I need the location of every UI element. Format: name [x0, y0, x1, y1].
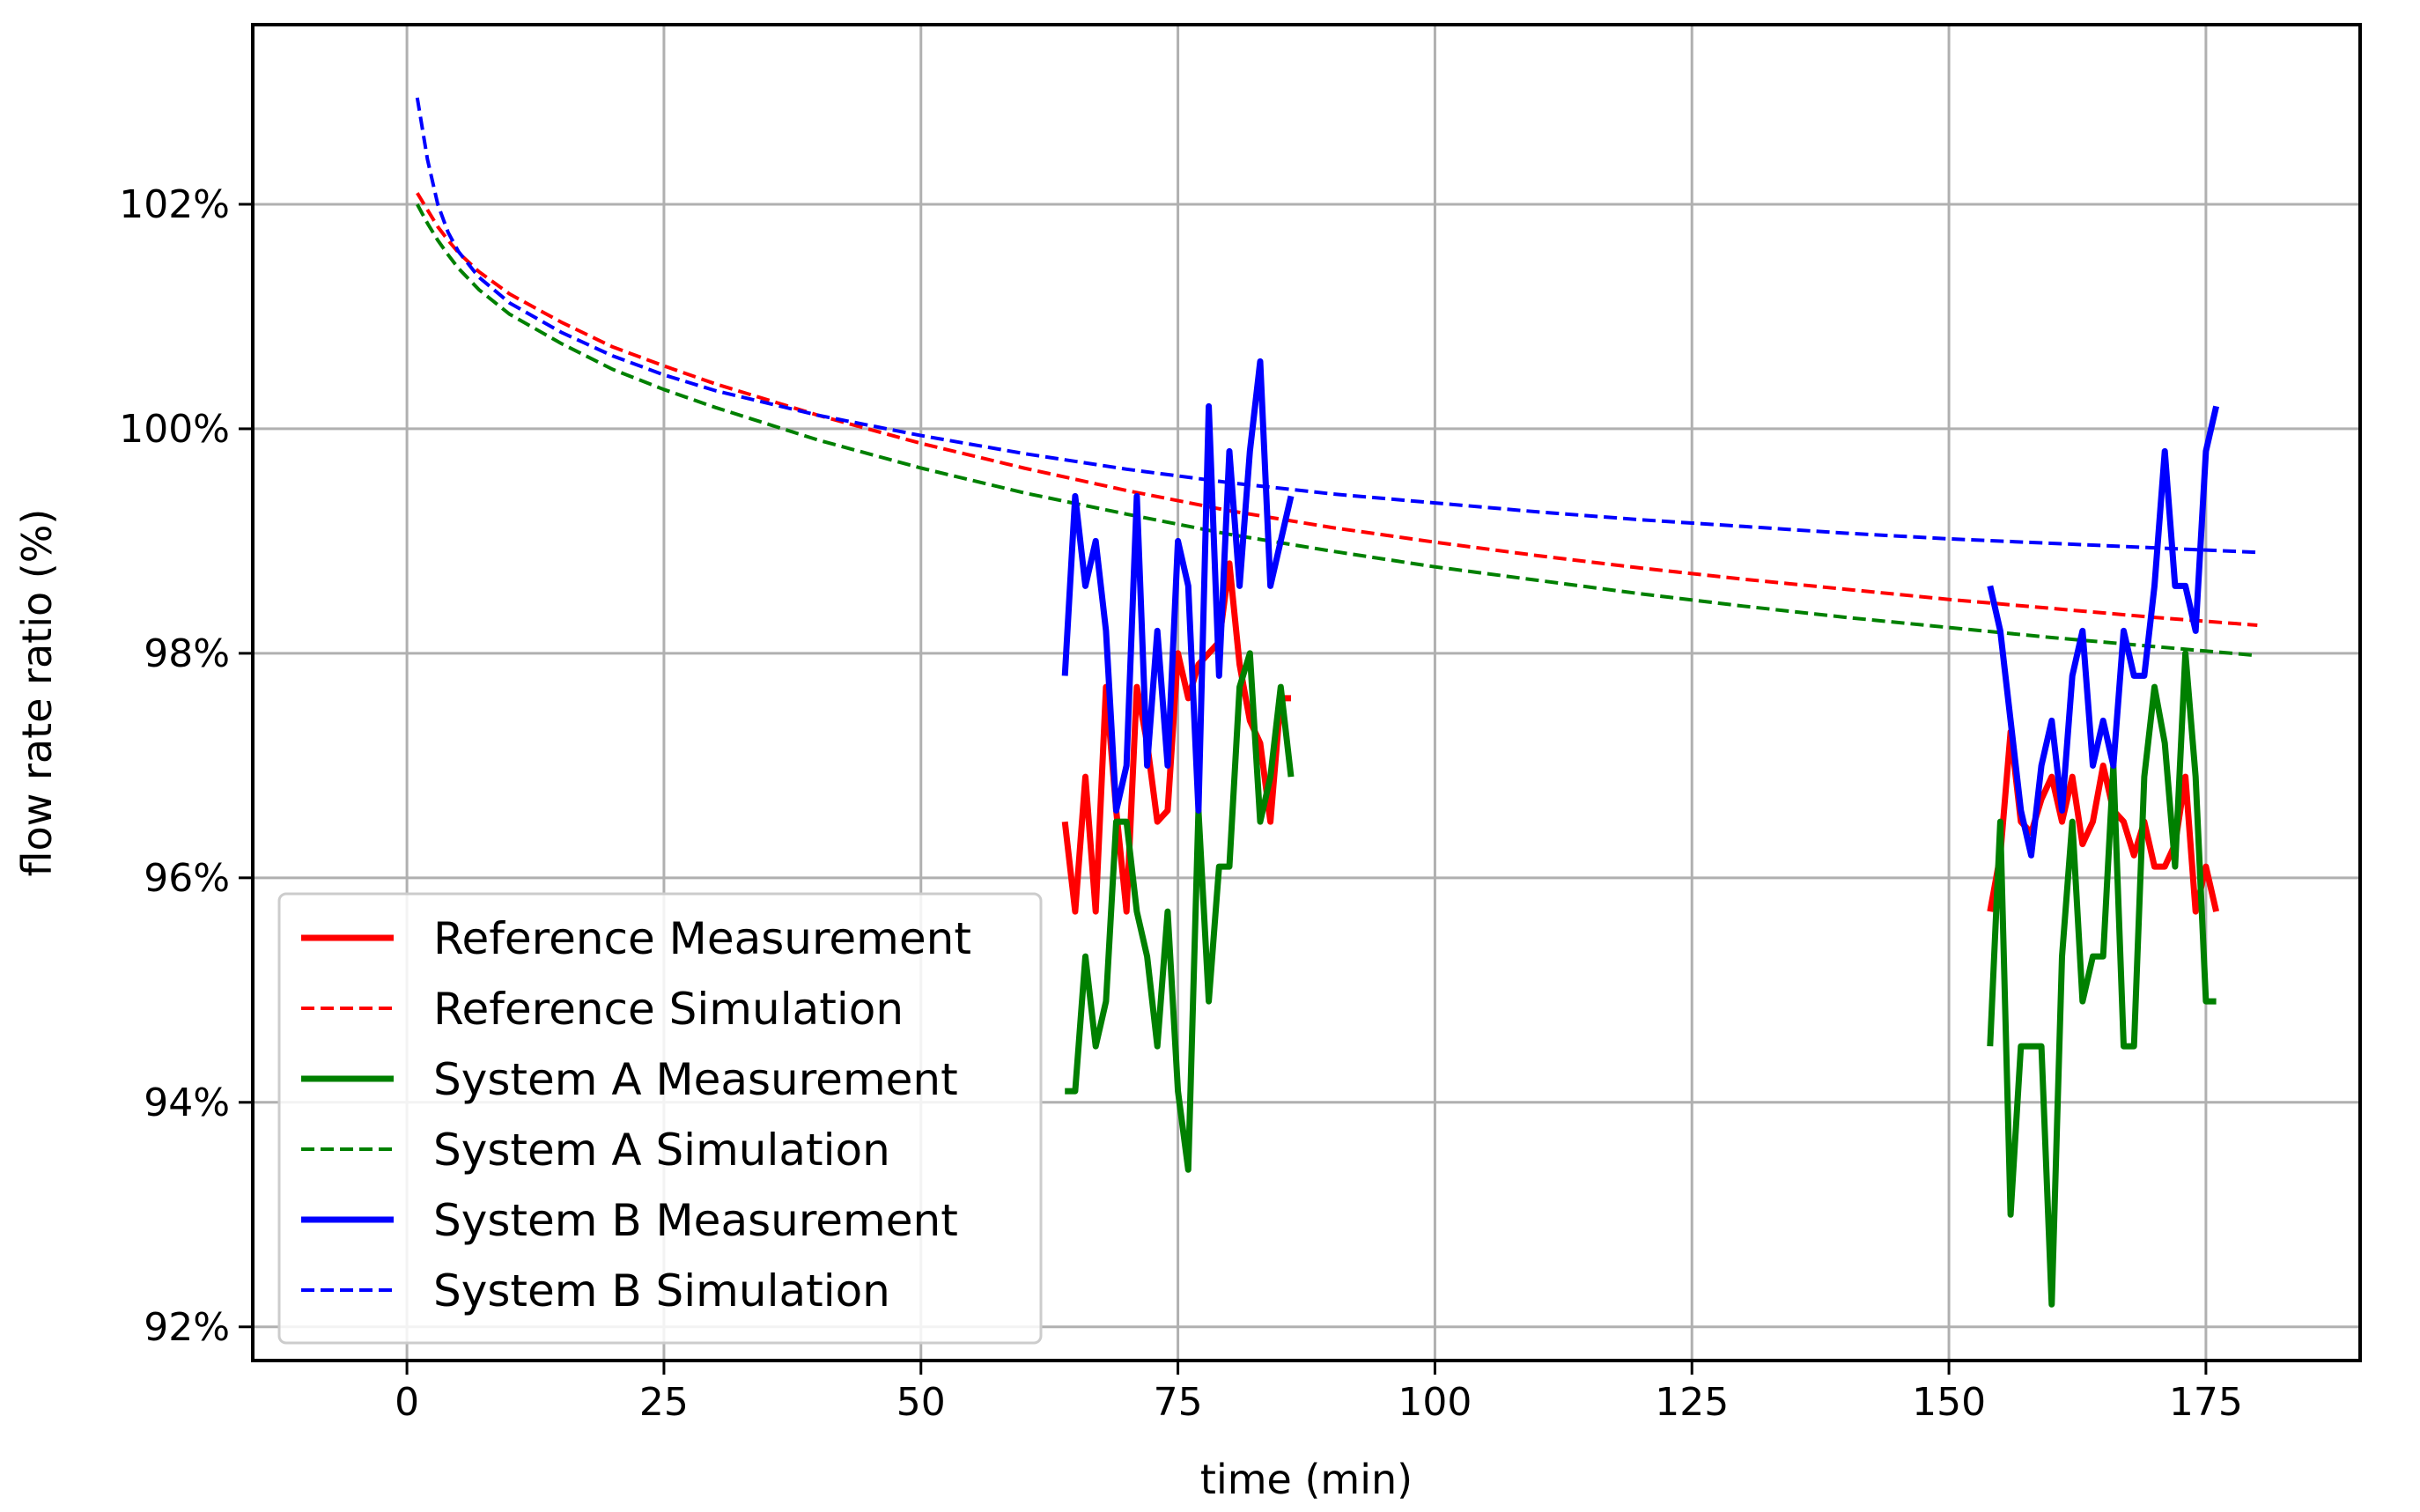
series-line-system-a-measurement	[1065, 650, 1295, 1173]
y-axis-label: flow rate ratio (%)	[13, 509, 61, 877]
series-system-b-simulation	[415, 97, 2258, 555]
x-tick-label: 0	[395, 1380, 419, 1425]
x-tick-label: 25	[639, 1380, 689, 1425]
series-system-b-measurement	[1061, 358, 2220, 859]
legend-label-system-a-measurement: System A Measurement	[433, 1054, 958, 1105]
legend-label-system-a-simulation: System A Simulation	[433, 1125, 890, 1176]
y-tick-label: 96%	[144, 856, 230, 901]
y-tick-label: 98%	[144, 631, 230, 676]
series-reference-simulation	[416, 192, 2258, 627]
legend: Reference Measurement Reference Simulatio…	[277, 892, 1043, 1345]
axis-ticks: 0 25 50 75 100 125 150 175 92% 94% 96% 98% 100% 102%	[119, 182, 2243, 1425]
x-tick-label: 150	[1912, 1380, 1986, 1425]
series-line-system-a-simulation	[416, 203, 2258, 658]
x-axis-label: time (min)	[1200, 1456, 1413, 1503]
legend-label-reference-simulation: Reference Simulation	[433, 984, 904, 1035]
series-system-a-measurement	[1065, 650, 2217, 1308]
data-series	[415, 97, 2258, 1308]
x-tick-label: 75	[1154, 1380, 1203, 1425]
x-tick-label: 175	[2169, 1380, 2243, 1425]
series-line-system-b-measurement	[1987, 405, 2220, 859]
y-tick-label: 100%	[119, 407, 230, 452]
series-line-system-a-measurement	[1987, 650, 2217, 1308]
series-line-reference-simulation	[416, 192, 2258, 627]
x-tick-label: 50	[896, 1380, 946, 1425]
x-tick-label: 125	[1655, 1380, 1729, 1425]
legend-label-system-b-measurement: System B Measurement	[433, 1195, 958, 1246]
y-tick-label: 94%	[144, 1081, 230, 1125]
series-system-a-simulation	[416, 203, 2258, 658]
series-line-system-b-simulation	[415, 97, 2258, 555]
plot-frame	[251, 23, 2362, 1362]
x-tick-label: 100	[1398, 1380, 1472, 1425]
legend-box	[277, 892, 1043, 1345]
legend-label-system-b-simulation: System B Simulation	[433, 1265, 890, 1317]
series-line-system-b-measurement	[1061, 358, 1295, 814]
y-tick-label: 92%	[144, 1305, 230, 1350]
legend-label-reference-measurement: Reference Measurement	[433, 913, 971, 964]
y-tick-label: 102%	[119, 182, 230, 227]
